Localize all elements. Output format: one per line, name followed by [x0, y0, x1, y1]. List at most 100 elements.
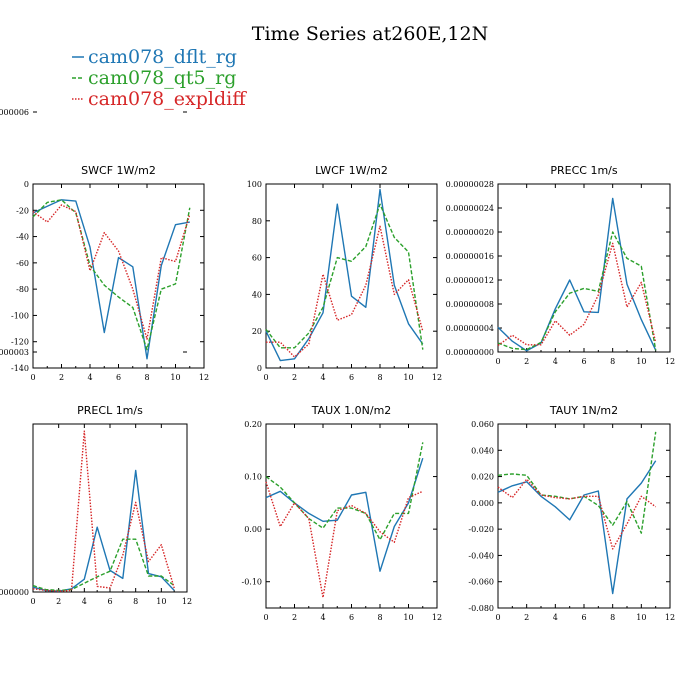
x-tick-label: 12: [432, 613, 442, 622]
panel-title: TAUX 1.0N/m2: [311, 404, 392, 417]
y-tick-label: 40: [252, 290, 262, 299]
chart-panel-1: SWCF 1W/m2 0 2 4 6 8 10 12 -140 -120 -100 -80 -60 -40…: [11, 164, 209, 382]
y-tick-label: 0.00000000: [446, 348, 494, 357]
y-tick-label: -40: [16, 233, 29, 242]
panel-title: LWCF 1W/m2: [315, 164, 388, 177]
y-tick-label: 0.00000016: [446, 252, 494, 261]
y-tick-label: 20: [252, 327, 262, 336]
x-tick-label: 8: [377, 613, 382, 622]
y-tick-label: 100: [247, 180, 262, 189]
y-tick-label: -0.080: [468, 604, 494, 613]
plot-frame: [265, 183, 438, 369]
x-tick-label: 4: [320, 373, 325, 382]
x-tick-label: 8: [133, 597, 138, 606]
y-tick-label: -0.10: [241, 578, 262, 587]
plot-frame: [265, 423, 438, 609]
series-line-expldiff: [497, 242, 657, 346]
x-tick-label: 6: [116, 373, 121, 382]
series-line-dflt: [497, 197, 657, 352]
x-tick-label: 4: [553, 613, 558, 622]
y-tick-label: 0: [24, 180, 29, 189]
series-line-dflt: [497, 460, 657, 595]
x-tick-label: 6: [349, 613, 354, 622]
y-tick-label: 0.000: [471, 499, 494, 508]
x-tick-label: 12: [182, 597, 192, 606]
y-tick-label: -80: [16, 285, 29, 294]
y-tick-label: -60: [16, 259, 29, 268]
y-tick-label: 0.00000004: [446, 324, 494, 333]
series-line-qt5: [497, 431, 657, 534]
x-tick-label: 10: [636, 613, 646, 622]
x-tick-label: 10: [636, 357, 646, 366]
series-line-expldiff: [32, 430, 175, 592]
y-tick-label: 0.00000006: [0, 108, 29, 117]
plot-frame: [32, 423, 188, 593]
x-tick-label: 10: [156, 597, 166, 606]
y-tick-label: 0.10: [244, 473, 262, 482]
x-tick-label: 2: [292, 373, 297, 382]
y-tick-label: 0: [257, 364, 262, 373]
legend: cam078_dflt_rg cam078_qt5_rg cam078_expl…: [72, 46, 247, 110]
y-tick-label: 0.060: [471, 420, 494, 429]
x-tick-label: 2: [292, 613, 297, 622]
series-line-expldiff: [266, 225, 424, 358]
y-tick-label: 0.040: [471, 446, 494, 455]
series-line-qt5: [497, 231, 657, 351]
y-tick-label: -140: [11, 364, 29, 373]
x-tick-label: 0: [495, 357, 500, 366]
chart-panel-2: LWCF 1W/m2 0 2 4 6 8 10 12 0 20 40 60 80 100: [247, 164, 442, 382]
x-tick-label: 0: [495, 613, 500, 622]
panel-title: SWCF 1W/m2: [81, 164, 156, 177]
series-line-qt5: [265, 203, 424, 350]
x-tick-label: 0: [30, 373, 35, 382]
panel-title: PRECL 1m/s: [77, 404, 143, 417]
series-line-expldiff: [497, 478, 657, 550]
y-tick-label: -0.020: [468, 525, 494, 534]
y-tick-label: 0.20: [244, 420, 262, 429]
x-tick-label: 0: [30, 597, 35, 606]
figure-title: Time Series at260E,12N: [252, 23, 488, 45]
y-tick-label: 0.00000024: [446, 204, 494, 213]
x-tick-label: 6: [581, 357, 586, 366]
chart-panel-6: TAUY 1N/m2 0 2 4 6 8 10 12 -0.080 -0.060 -0.040 -0.…: [468, 404, 675, 622]
series-line-qt5: [32, 199, 191, 351]
x-tick-label: 2: [524, 357, 529, 366]
y-tick-label: 80: [252, 217, 262, 226]
x-tick-label: 6: [349, 373, 354, 382]
series-line-expldiff: [265, 481, 424, 599]
y-tick-label: -0.040: [468, 551, 494, 560]
y-tick-label: 0.00000000: [0, 588, 29, 597]
x-tick-label: 4: [82, 597, 87, 606]
y-tick-label: 60: [252, 254, 262, 263]
y-tick-label: 0.020: [471, 473, 494, 482]
y-tick-label: -0.060: [468, 578, 494, 587]
series-line-dflt: [32, 199, 190, 360]
legend-label-dflt: cam078_dflt_rg: [88, 46, 237, 68]
x-tick-label: 12: [199, 373, 209, 382]
x-tick-label: 8: [610, 357, 615, 366]
legend-label-qt5: cam078_qt5_rg: [88, 67, 236, 89]
chart-panel-5: TAUX 1.0N/m2 0 2 4 6 8 10 12 -0.10 0.00 0.10 0.20: [241, 404, 442, 622]
x-tick-label: 0: [263, 613, 268, 622]
series-line-dflt: [265, 188, 424, 362]
x-tick-label: 4: [553, 357, 558, 366]
x-tick-label: 4: [87, 373, 92, 382]
y-tick-label: 0.00000028: [446, 180, 494, 189]
y-tick-label: -20: [16, 206, 29, 215]
y-tick-label: 0.00000008: [446, 300, 494, 309]
panels: SWCF 1W/m2 0 2 4 6 8 10 12 -140 -120 -100 -80 -60 -40…: [0, 108, 675, 622]
x-tick-label: 8: [377, 373, 382, 382]
chart-panel-3: PRECC 1m/s 0 2 4 6 8 10 12 0.00000000 0.00000004 0…: [446, 164, 675, 366]
series-line-dflt: [265, 457, 424, 572]
x-tick-label: 2: [56, 597, 61, 606]
y-tick-label: 0.00000012: [446, 276, 494, 285]
x-tick-label: 0: [263, 373, 268, 382]
x-tick-label: 12: [432, 373, 442, 382]
x-tick-label: 10: [403, 613, 413, 622]
y-tick-label: -120: [11, 338, 29, 347]
x-tick-label: 6: [107, 597, 112, 606]
x-tick-label: 10: [403, 373, 413, 382]
